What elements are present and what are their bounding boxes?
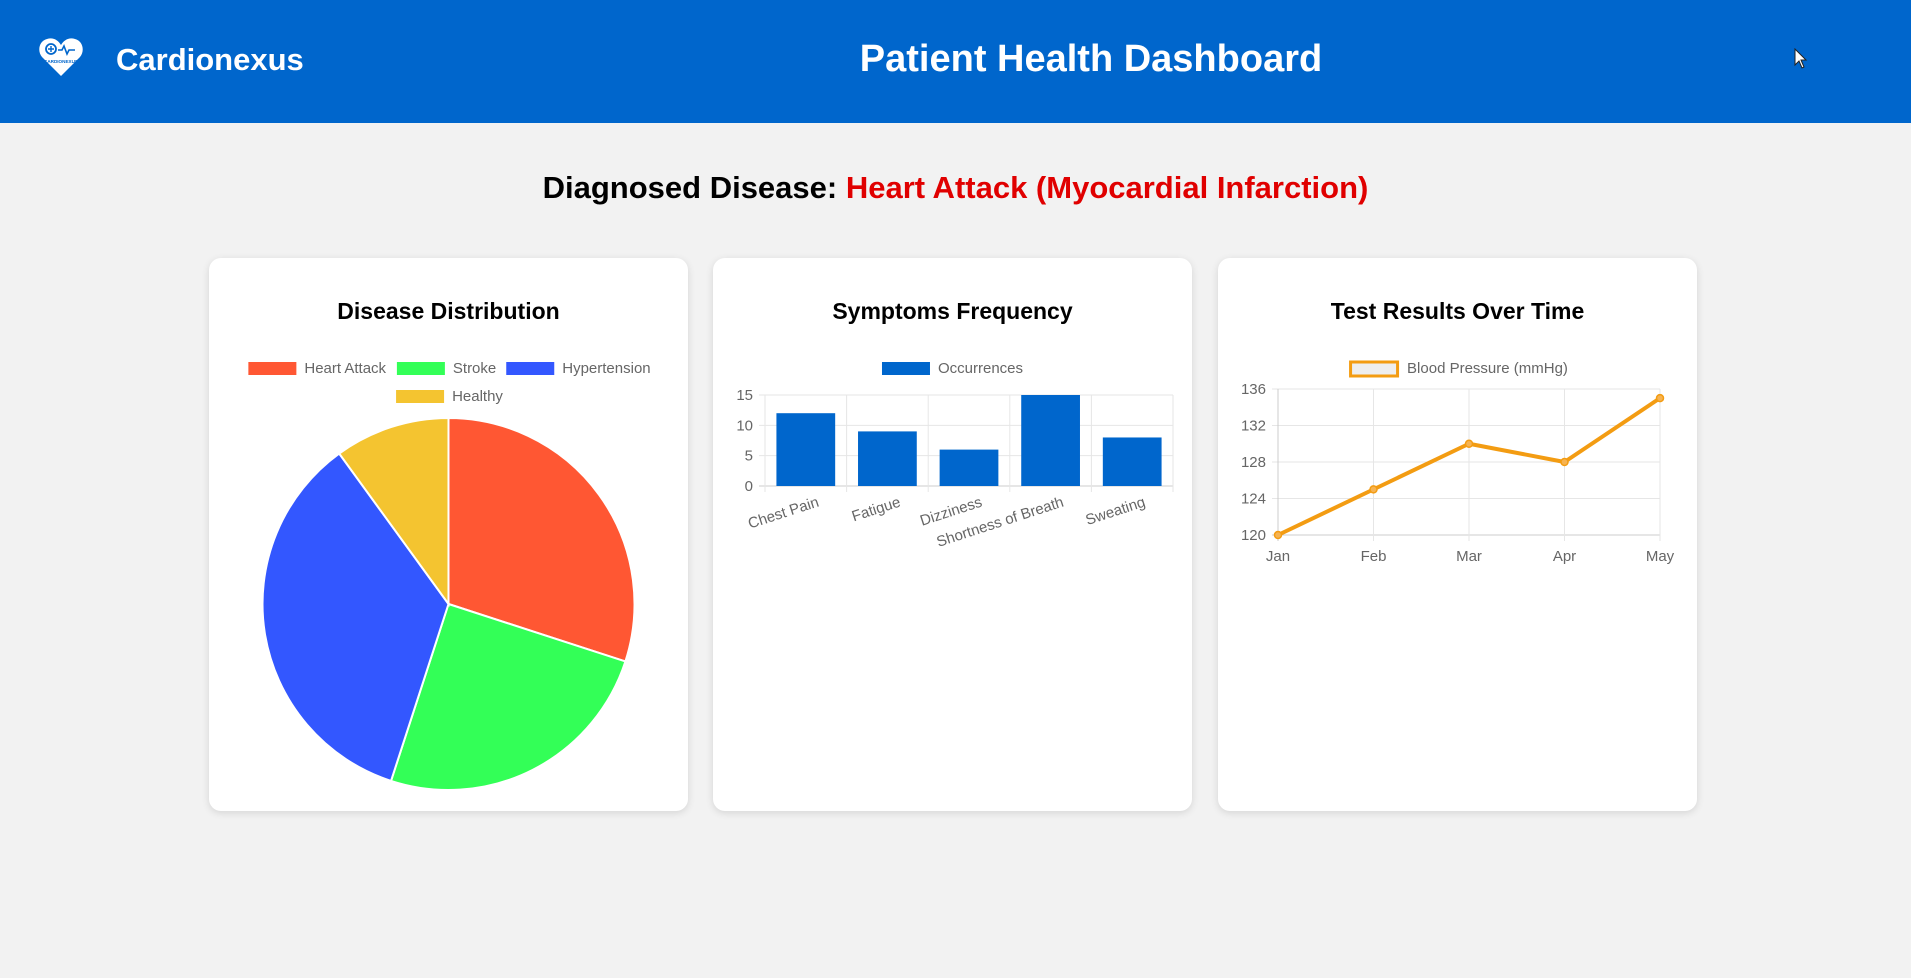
brand-name[interactable]: Cardionexus: [116, 42, 304, 77]
test-results-card: Test Results Over Time Blood Pressure (m…: [1218, 258, 1697, 811]
y-tick-label: 124: [1241, 491, 1266, 508]
x-tick-label: Apr: [1553, 548, 1576, 565]
data-point[interactable]: [1560, 457, 1569, 467]
y-tick-label: 136: [1241, 381, 1266, 398]
disease-distribution-card: Disease Distribution Heart Attack Stroke H…: [209, 258, 688, 811]
y-tick-label: 120: [1241, 527, 1266, 544]
data-point[interactable]: [1464, 439, 1474, 448]
heart-logo-icon[interactable]: CARDIONEXUS: [38, 36, 84, 78]
logo-text: CARDIONEXUS: [44, 59, 78, 64]
x-tick-label: Mar: [1456, 548, 1482, 565]
symptoms-frequency-card: Symptoms Frequency Occurrences 0 5 10 15 Ches…: [713, 258, 1192, 811]
y-tick-label: 5: [745, 448, 753, 465]
data-point[interactable]: [1655, 393, 1665, 403]
data-point[interactable]: [1369, 485, 1378, 494]
legend-label: Blood Pressure (mmHg): [1407, 360, 1568, 377]
y-tick-label: 10: [736, 417, 753, 434]
card-title: Disease Distribution: [337, 298, 560, 324]
legend-swatch: [248, 362, 297, 375]
card-title: Symptoms Frequency: [832, 298, 1073, 324]
y-tick-label: 0: [745, 478, 753, 495]
top-bar: Patient Health Dashboard CARDIONEXUS Car…: [0, 0, 1911, 123]
legend-swatch: [396, 390, 445, 403]
diagnosis-label: Diagnosed Disease:: [542, 170, 838, 205]
legend-label: Stroke: [453, 360, 496, 377]
x-tick-label: Feb: [1361, 548, 1387, 565]
y-tick-label: 15: [736, 387, 753, 404]
bar-shortness-of-breath[interactable]: [1021, 395, 1080, 486]
card-title: Test Results Over Time: [1330, 298, 1585, 324]
pie-slice-heart-attack[interactable]: [447, 416, 636, 663]
diagnosis-heading: Diagnosed Disease: Heart Attack (Myocard…: [0, 170, 1911, 206]
pie-slice-healthy[interactable]: [337, 416, 450, 608]
legend-label: Heart Attack: [304, 360, 386, 377]
disease-distribution-chart[interactable]: Heart Attack Stroke Hypertension Healthy: [209, 258, 688, 811]
legend-label: Healthy: [452, 388, 503, 405]
x-tick-label: Chest Pain: [746, 494, 821, 533]
bar-dizziness[interactable]: [939, 449, 999, 486]
x-tick-label: Jan: [1266, 548, 1290, 565]
test-results-chart[interactable]: Blood Pressure (mmHg) 120 124 128 132 136 Jan F…: [1218, 258, 1697, 811]
page-title-container: Patient Health Dashboard: [0, 0, 1911, 123]
pie-slice-hypertension[interactable]: [261, 452, 450, 783]
legend-label: Occurrences: [938, 360, 1023, 377]
y-tick-label: 128: [1241, 454, 1266, 471]
legend-swatch: [506, 362, 555, 375]
pie-slice-stroke[interactable]: [389, 602, 627, 791]
legend-swatch: [881, 362, 930, 375]
legend-swatch: [1349, 360, 1400, 378]
bar-fatigue[interactable]: [858, 431, 917, 486]
y-tick-label: 132: [1241, 418, 1266, 435]
legend-label: Hypertension: [562, 360, 650, 377]
legend-swatch: [396, 362, 445, 375]
bar-sweating[interactable]: [1102, 437, 1162, 486]
mouse-cursor-icon: [1794, 48, 1808, 69]
bar-chest-pain[interactable]: [776, 413, 836, 486]
x-tick-label: May: [1646, 548, 1675, 565]
diagnosis-value: Heart Attack (Myocardial Infarction): [845, 170, 1369, 205]
data-point[interactable]: [1273, 530, 1283, 540]
x-tick-label: Fatigue: [850, 494, 903, 526]
x-tick-label: Sweating: [1083, 494, 1147, 529]
page-title: Patient Health Dashboard: [859, 38, 1323, 80]
